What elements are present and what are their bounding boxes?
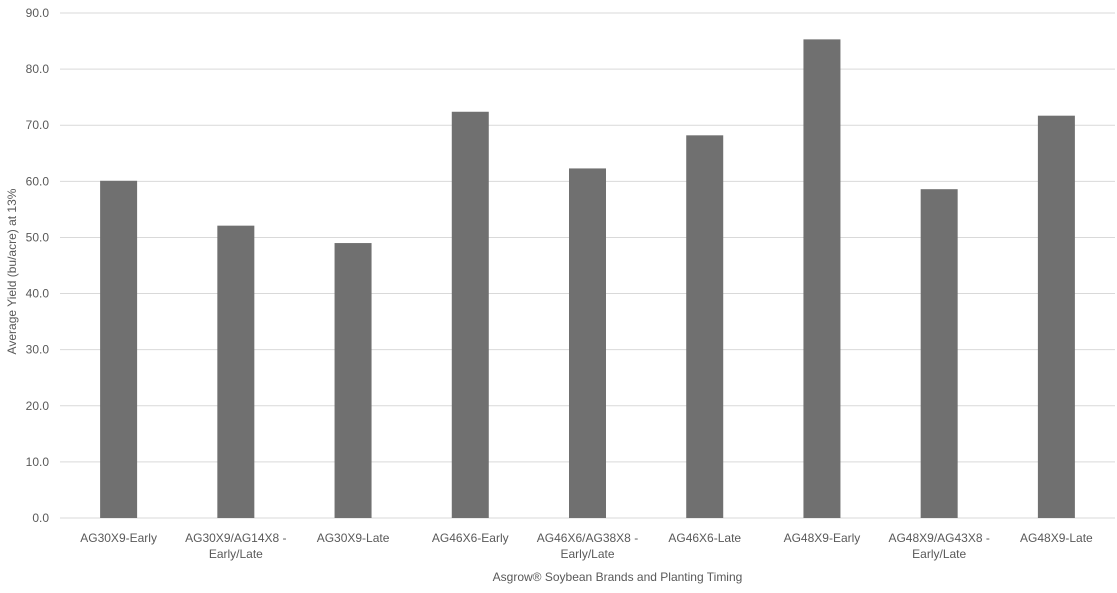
bar	[686, 135, 724, 519]
x-tick-label: AG30X9/AG14X8 -Early/Late	[185, 531, 286, 561]
x-tick-label: AG30X9-Early	[80, 531, 157, 545]
x-tick-label: AG48X9-Late	[1020, 531, 1093, 545]
bar	[803, 39, 841, 518]
y-tick-label: 80.0	[26, 62, 50, 76]
y-tick-label: 70.0	[26, 118, 50, 132]
x-tick-label: AG46X6/AG38X8 -Early/Late	[537, 531, 638, 561]
bar	[334, 243, 372, 519]
x-tick-label: AG30X9-Late	[317, 531, 390, 545]
bar	[100, 180, 138, 518]
y-tick-label: 40.0	[26, 287, 50, 301]
y-tick-label: 10.0	[26, 455, 50, 469]
y-axis-ticks: 0.0 10.0 20.0 30.0 40.0 50.0 60.0 70.0 80.0 90.0	[26, 6, 50, 525]
x-tick-label: AG46X6-Early	[432, 531, 509, 545]
y-tick-label: 30.0	[26, 343, 50, 357]
y-tick-label: 0.0	[32, 511, 49, 525]
bar	[217, 225, 255, 518]
x-tick-label: AG46X6-Late	[668, 531, 741, 545]
x-axis-title: Asgrow® Soybean Brands and Planting Timi…	[493, 570, 743, 584]
x-tick-label: AG48X9/AG43X8 -Early/Late	[888, 531, 989, 561]
y-tick-label: 50.0	[26, 230, 50, 244]
bars	[100, 39, 1075, 519]
y-tick-label: 90.0	[26, 6, 50, 20]
y-axis-title: Average Yield (bu/acre) at 13%	[5, 188, 19, 354]
bar	[1037, 115, 1075, 518]
bar	[451, 111, 489, 518]
bar	[920, 189, 958, 518]
bar	[569, 168, 606, 518]
y-tick-label: 20.0	[26, 399, 50, 413]
y-tick-label: 60.0	[26, 174, 50, 188]
x-axis-ticks: AG30X9-Early AG30X9/AG14X8 -Early/Late AG3…	[80, 531, 1093, 561]
x-tick-label: AG48X9-Early	[784, 531, 861, 545]
